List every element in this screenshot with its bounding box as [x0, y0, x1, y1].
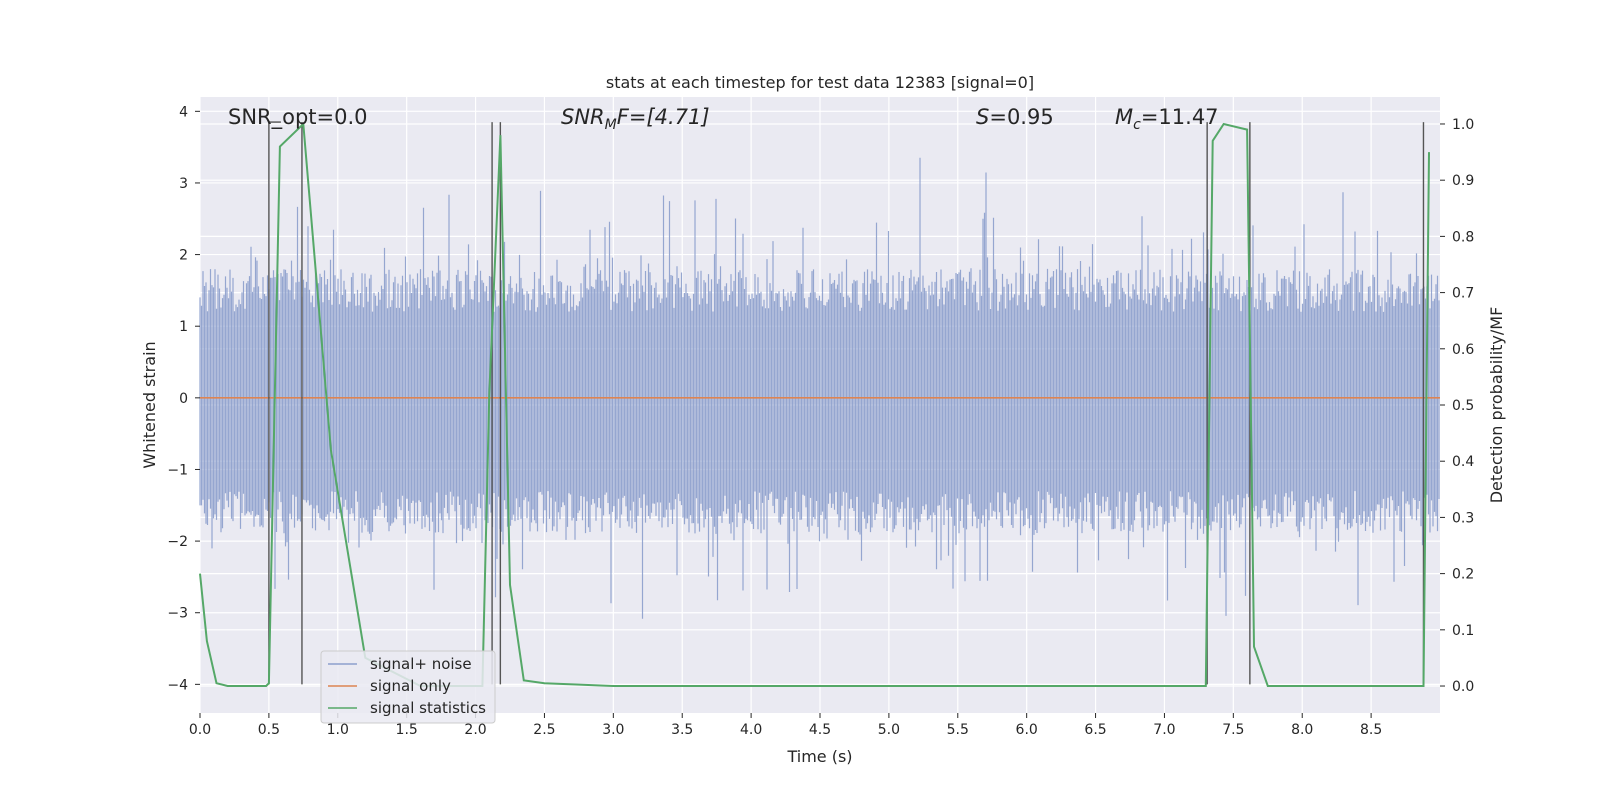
- y-tick-label: 3: [179, 176, 188, 192]
- right-y-axis-ticks: 0.0 0.1 0.2 0.3 0.4 0.5 0.6 0.7 0.8 0.9 1.0: [1440, 117, 1474, 695]
- y-axis-label: Whitened strain: [140, 341, 159, 468]
- x-tick-label: 0.0: [189, 722, 211, 738]
- y-tick-label: 4: [179, 104, 188, 120]
- y-tick-label: −4: [167, 677, 188, 693]
- s-rest: =0.95: [989, 105, 1053, 129]
- annotation-mc: Mc=11.47: [1115, 105, 1219, 133]
- x-tick-label: 5.5: [947, 722, 969, 738]
- y2-tick-label: 0.8: [1452, 229, 1474, 245]
- x-axis-ticks: 0.0 0.5 1.0 1.5 2.0 2.5 3.0 3.5 4.0 4.5 5.0 5.5 6.0 6…: [189, 713, 1382, 738]
- y2-tick-label: 0.2: [1452, 567, 1474, 583]
- x-tick-label: 1.5: [396, 722, 418, 738]
- x-axis-label: Time (s): [786, 747, 852, 766]
- snr-mf-main: SNR: [561, 105, 605, 129]
- x-tick-label: 7.5: [1222, 722, 1244, 738]
- x-tick-label: 0.5: [258, 722, 280, 738]
- y-tick-label: −2: [167, 534, 188, 550]
- legend: signal+ noise signal only signal statist…: [320, 650, 496, 724]
- y-tick-label: −1: [167, 462, 188, 478]
- legend-label-stats: signal statistics: [370, 699, 486, 717]
- signal-statistics-line: [199, 121, 1430, 687]
- x-tick-label: 8.0: [1291, 722, 1313, 738]
- x-tick-label: 1.0: [327, 722, 349, 738]
- y2-tick-label: 0.5: [1452, 398, 1474, 414]
- y2-axis-label: Detection probability/MF: [1487, 307, 1506, 504]
- x-tick-label: 8.5: [1360, 722, 1382, 738]
- y-tick-label: 2: [179, 248, 188, 264]
- legend-box: [320, 650, 496, 724]
- legend-label-signal: signal only: [370, 677, 451, 695]
- x-tick-label: 6.5: [1084, 722, 1106, 738]
- y-tick-label: 0: [179, 391, 188, 407]
- annotation-snr-mf: SNRMF=[4.71]: [561, 105, 710, 133]
- y2-tick-label: 0.6: [1452, 342, 1474, 358]
- x-tick-label: 5.0: [878, 722, 900, 738]
- y-tick-label: 1: [179, 319, 188, 335]
- y2-tick-label: 0.0: [1452, 679, 1474, 695]
- x-tick-label: 4.5: [809, 722, 831, 738]
- y2-tick-label: 0.9: [1452, 173, 1474, 189]
- y2-tick-label: 0.3: [1452, 510, 1474, 526]
- x-tick-label: 7.0: [1153, 722, 1175, 738]
- mc-rest: =11.47: [1141, 105, 1219, 129]
- y2-tick-label: 0.1: [1452, 623, 1474, 639]
- s-main: S: [976, 105, 989, 129]
- legend-label-noise: signal+ noise: [370, 655, 472, 673]
- left-y-axis-ticks: −4 −3 −2 −1 0 1 2 3 4: [167, 104, 200, 693]
- annotation-s: S=0.95: [976, 105, 1054, 129]
- mc-main: M: [1115, 105, 1133, 129]
- chart-title: stats at each timestep for test data 123…: [606, 73, 1034, 92]
- mc-sub: c: [1133, 117, 1141, 133]
- x-tick-label: 3.5: [671, 722, 693, 738]
- x-tick-label: 2.5: [533, 722, 555, 738]
- x-tick-label: 6.0: [1016, 722, 1038, 738]
- snr-mf-sub: M: [605, 117, 617, 133]
- y-tick-label: −3: [167, 606, 188, 622]
- annotation-snr-opt: SNR_opt=0.0: [228, 105, 368, 130]
- snr-mf-rest: F=[4.71]: [617, 105, 710, 129]
- x-tick-label: 3.0: [602, 722, 624, 738]
- y2-tick-label: 0.7: [1452, 286, 1474, 302]
- y2-tick-label: 0.4: [1452, 454, 1474, 470]
- x-tick-label: 2.0: [464, 722, 486, 738]
- y2-tick-label: 1.0: [1452, 117, 1474, 133]
- x-tick-label: 4.0: [740, 722, 762, 738]
